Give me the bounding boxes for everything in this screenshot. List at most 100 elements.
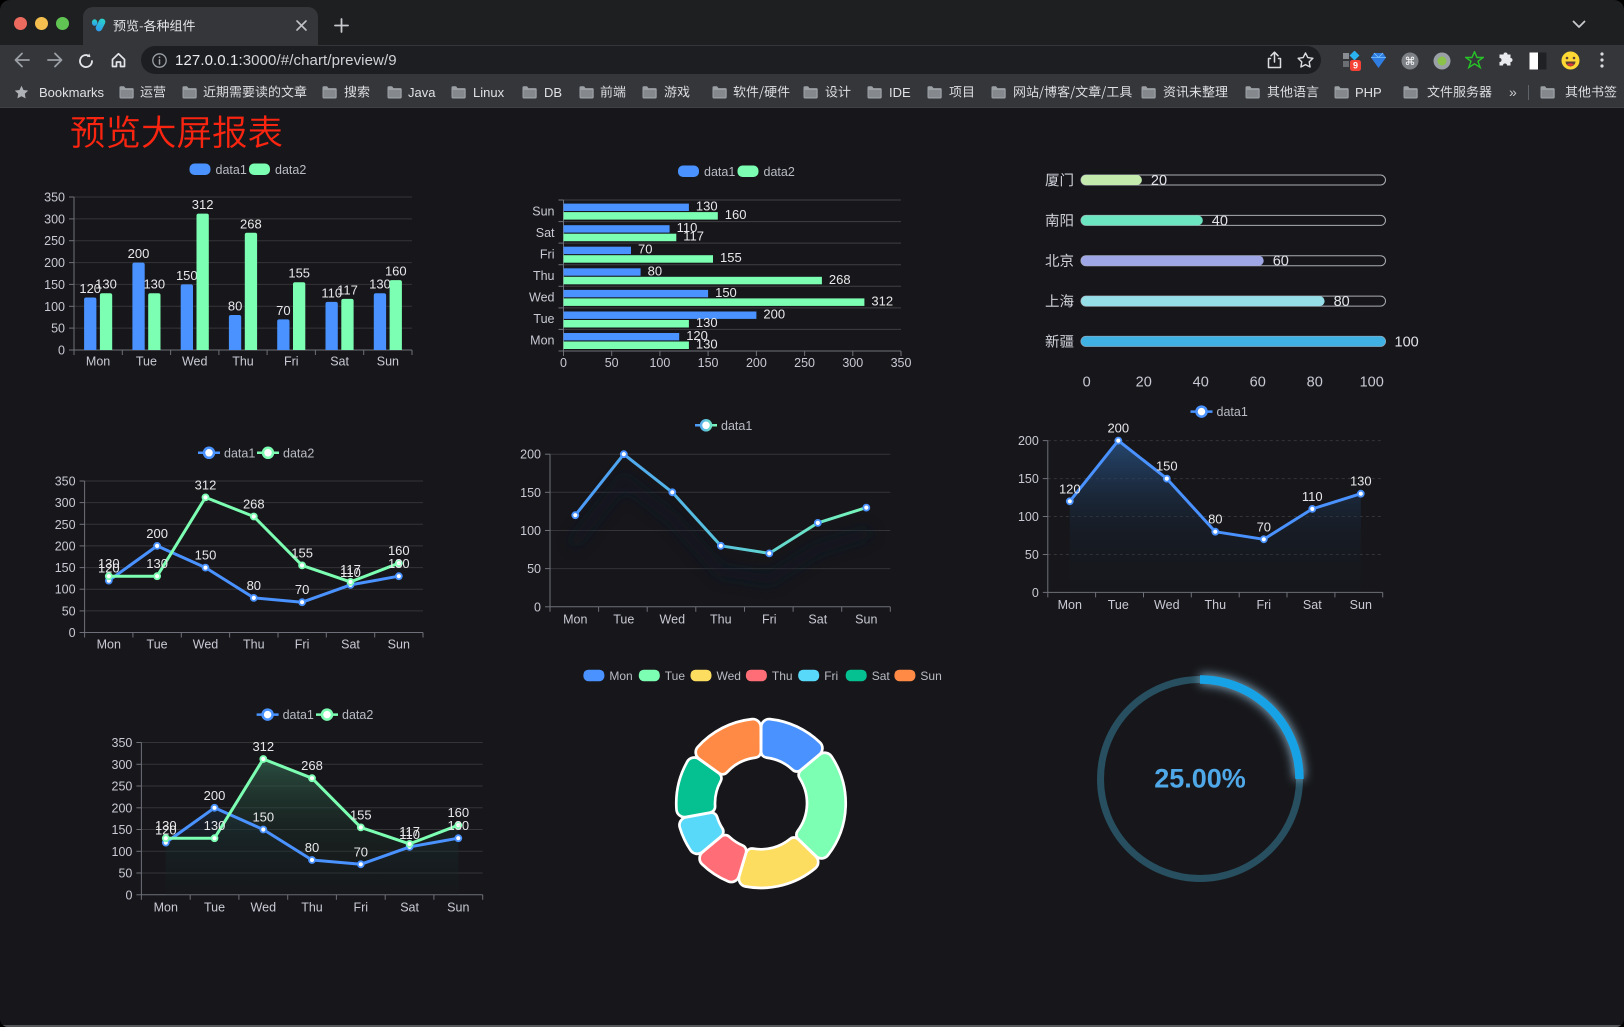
svg-text:155: 155 [720, 250, 742, 265]
svg-text:80: 80 [648, 263, 662, 278]
svg-text:Tue: Tue [147, 638, 168, 652]
svg-text:Tue: Tue [136, 355, 157, 369]
svg-text:Tue: Tue [665, 669, 686, 683]
svg-text:250: 250 [55, 518, 76, 532]
svg-text:130: 130 [388, 556, 410, 571]
svg-text:150: 150 [112, 823, 133, 837]
svg-text:250: 250 [44, 234, 65, 248]
svg-text:80: 80 [1307, 375, 1323, 391]
svg-text:data1: data1 [283, 708, 314, 722]
svg-text:40: 40 [1212, 213, 1228, 229]
svg-text:Sun: Sun [1350, 598, 1372, 612]
svg-text:100: 100 [44, 300, 65, 314]
svg-text:Mon: Mon [609, 669, 632, 683]
svg-text:0: 0 [125, 888, 132, 902]
svg-text:70: 70 [276, 303, 290, 318]
svg-text:130: 130 [143, 277, 165, 292]
svg-text:300: 300 [44, 212, 65, 226]
svg-text:Wed: Wed [1154, 598, 1180, 612]
svg-text:40: 40 [1193, 375, 1209, 391]
svg-text:50: 50 [118, 867, 132, 881]
svg-text:100: 100 [112, 845, 133, 859]
svg-text:Sat: Sat [808, 612, 827, 626]
svg-text:268: 268 [301, 758, 323, 773]
svg-text:268: 268 [240, 216, 262, 231]
svg-text:300: 300 [55, 496, 76, 510]
svg-text:130: 130 [369, 277, 391, 292]
svg-text:Wed: Wed [193, 638, 219, 652]
svg-text:data2: data2 [275, 163, 306, 177]
svg-text:Sun: Sun [447, 900, 469, 914]
svg-text:50: 50 [605, 356, 619, 370]
svg-text:Wed: Wed [660, 612, 686, 626]
svg-text:350: 350 [891, 356, 912, 370]
svg-text:0: 0 [1083, 375, 1091, 391]
svg-text:80: 80 [1208, 512, 1222, 527]
svg-text:200: 200 [1107, 421, 1129, 436]
svg-text:data2: data2 [342, 708, 373, 722]
svg-text:50: 50 [1025, 548, 1039, 562]
svg-text:130: 130 [447, 818, 469, 833]
svg-text:110: 110 [677, 220, 698, 235]
svg-text:150: 150 [55, 561, 76, 575]
svg-text:155: 155 [350, 807, 372, 822]
svg-text:200: 200 [1018, 434, 1039, 448]
svg-text:268: 268 [829, 272, 851, 287]
svg-text:Mon: Mon [154, 900, 178, 914]
svg-text:Fri: Fri [540, 247, 555, 261]
svg-text:Sat: Sat [400, 900, 419, 914]
svg-text:Fri: Fri [824, 669, 838, 683]
svg-text:20: 20 [1151, 173, 1167, 189]
svg-text:60: 60 [1250, 375, 1266, 391]
svg-text:80: 80 [305, 840, 319, 855]
svg-text:100: 100 [1018, 510, 1039, 524]
svg-text:100: 100 [649, 356, 670, 370]
svg-text:200: 200 [55, 539, 76, 553]
svg-text:Mon: Mon [530, 334, 554, 348]
svg-text:150: 150 [195, 548, 217, 563]
svg-text:200: 200 [746, 356, 767, 370]
svg-text:130: 130 [1350, 474, 1372, 489]
svg-text:Wed: Wed [717, 669, 741, 683]
svg-text:200: 200 [128, 246, 150, 261]
svg-text:350: 350 [44, 191, 65, 205]
svg-text:9: 9 [1353, 61, 1358, 71]
svg-text:0: 0 [560, 356, 567, 370]
svg-text:250: 250 [112, 780, 133, 794]
svg-text:⌘: ⌘ [1405, 56, 1416, 68]
svg-text:150: 150 [252, 810, 274, 825]
svg-text:117: 117 [399, 824, 420, 839]
svg-text:268: 268 [243, 497, 265, 512]
svg-text:110: 110 [1302, 489, 1323, 504]
svg-text:60: 60 [1273, 254, 1289, 270]
svg-text:120: 120 [79, 281, 101, 296]
svg-text:Fri: Fri [762, 612, 777, 626]
svg-text:70: 70 [295, 582, 309, 597]
svg-text:120: 120 [98, 561, 120, 576]
svg-text:130: 130 [204, 818, 226, 833]
svg-text:70: 70 [638, 242, 652, 257]
svg-text:130: 130 [696, 199, 718, 214]
svg-text:250: 250 [794, 356, 815, 370]
svg-text:Thu: Thu [710, 612, 732, 626]
svg-text:Fri: Fri [284, 355, 299, 369]
svg-text:160: 160 [388, 543, 410, 558]
svg-text:Tue: Tue [533, 312, 554, 326]
svg-text:50: 50 [62, 604, 76, 618]
svg-text:130: 130 [696, 315, 718, 330]
svg-text:0: 0 [58, 344, 65, 358]
svg-text:80: 80 [228, 299, 242, 314]
svg-text:117: 117 [340, 562, 361, 577]
svg-text:Wed: Wed [182, 355, 208, 369]
svg-text:70: 70 [1257, 519, 1271, 534]
svg-text:Wed: Wed [529, 291, 555, 305]
svg-text:100: 100 [520, 524, 541, 538]
svg-text:150: 150 [44, 278, 65, 292]
svg-text:Sun: Sun [920, 669, 941, 683]
svg-text:Wed: Wed [251, 900, 277, 914]
svg-text:200: 200 [520, 448, 541, 462]
svg-text:Sun: Sun [855, 612, 877, 626]
svg-text:Sun: Sun [532, 204, 554, 218]
svg-text:155: 155 [288, 266, 310, 281]
svg-text:312: 312 [195, 477, 217, 492]
